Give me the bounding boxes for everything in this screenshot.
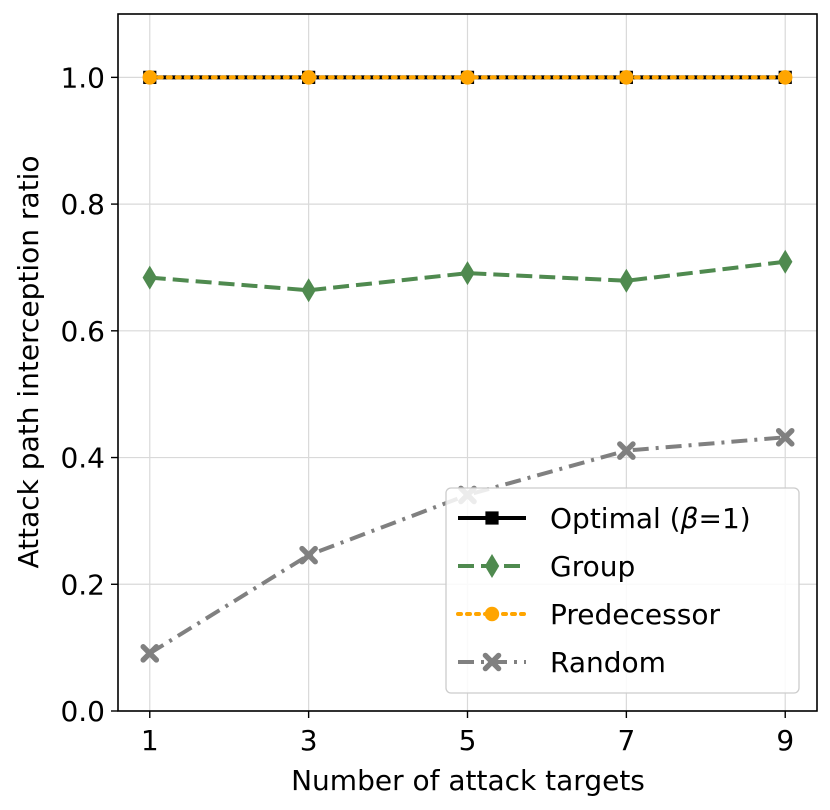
marker-x-stroke bbox=[775, 427, 795, 447]
legend-item: Random bbox=[458, 646, 666, 679]
legend-item: Predecessor bbox=[456, 598, 720, 631]
legend-label-prefix: Optimal ( bbox=[550, 502, 681, 535]
series-marker-diamond bbox=[484, 554, 500, 578]
series-marker-square bbox=[485, 511, 499, 525]
legend-label: Optimal (β=1) bbox=[550, 502, 751, 535]
y-tick-label: 1.0 bbox=[60, 61, 105, 94]
series-marker-circle bbox=[142, 70, 157, 85]
marker-x-stroke bbox=[140, 644, 160, 663]
series-marker-diamond bbox=[301, 278, 316, 303]
series-marker-diamond bbox=[460, 261, 475, 286]
series-group bbox=[142, 249, 793, 303]
marker-x-stroke bbox=[299, 545, 318, 565]
legend-item: Group bbox=[458, 550, 635, 583]
marker-x-stroke bbox=[617, 441, 636, 460]
y-tick-label: 0.2 bbox=[60, 568, 105, 601]
series-marker-circle bbox=[460, 70, 475, 85]
legend-label: Group bbox=[550, 550, 635, 583]
series-marker-x bbox=[775, 427, 795, 447]
series-line bbox=[149, 259, 786, 293]
legend-label: Random bbox=[550, 646, 666, 679]
series-marker-x bbox=[140, 644, 160, 663]
marker-x-stroke bbox=[482, 652, 502, 672]
series-predecessor bbox=[142, 70, 793, 85]
series-marker-circle bbox=[484, 606, 500, 622]
x-axis-label: Number of attack targets bbox=[291, 764, 645, 797]
y-tick-label: 0.8 bbox=[60, 188, 105, 221]
legend-label-suffix: =1) bbox=[698, 502, 750, 535]
series-marker-x bbox=[617, 441, 636, 460]
tick-layer: 1 3 5 7 9 0.0 0.2 0.4 0.6 0.8 1.0 bbox=[60, 61, 794, 757]
series-marker-circle bbox=[301, 70, 316, 85]
y-tick-label: 0.4 bbox=[60, 442, 105, 475]
x-tick-label: 7 bbox=[617, 724, 635, 757]
legend-label: Predecessor bbox=[550, 598, 720, 631]
series-marker-circle bbox=[619, 70, 634, 85]
x-tick-label: 9 bbox=[776, 724, 794, 757]
series-marker-x bbox=[299, 545, 318, 565]
series-line bbox=[148, 435, 786, 656]
x-tick-label: 3 bbox=[300, 724, 318, 757]
series-marker-x bbox=[482, 652, 502, 672]
legend-item: Optimal (β=1) bbox=[458, 502, 751, 535]
legend: Optimal (β=1) Group Predecessor Random bbox=[445, 487, 800, 694]
series-marker-diamond bbox=[778, 249, 793, 274]
x-tick-label: 1 bbox=[141, 724, 159, 757]
legend-box bbox=[445, 487, 800, 694]
y-tick-label: 0.0 bbox=[60, 695, 105, 728]
legend-label-symbol: β bbox=[680, 502, 699, 535]
y-tick-label: 0.6 bbox=[60, 315, 105, 348]
y-axis-label: Attack path interception ratio bbox=[12, 156, 45, 569]
series-layer bbox=[140, 70, 795, 663]
series-marker-circle bbox=[778, 70, 793, 85]
series-marker-diamond bbox=[142, 265, 157, 290]
x-tick-label: 5 bbox=[459, 724, 477, 757]
series-marker-diamond bbox=[619, 268, 634, 293]
